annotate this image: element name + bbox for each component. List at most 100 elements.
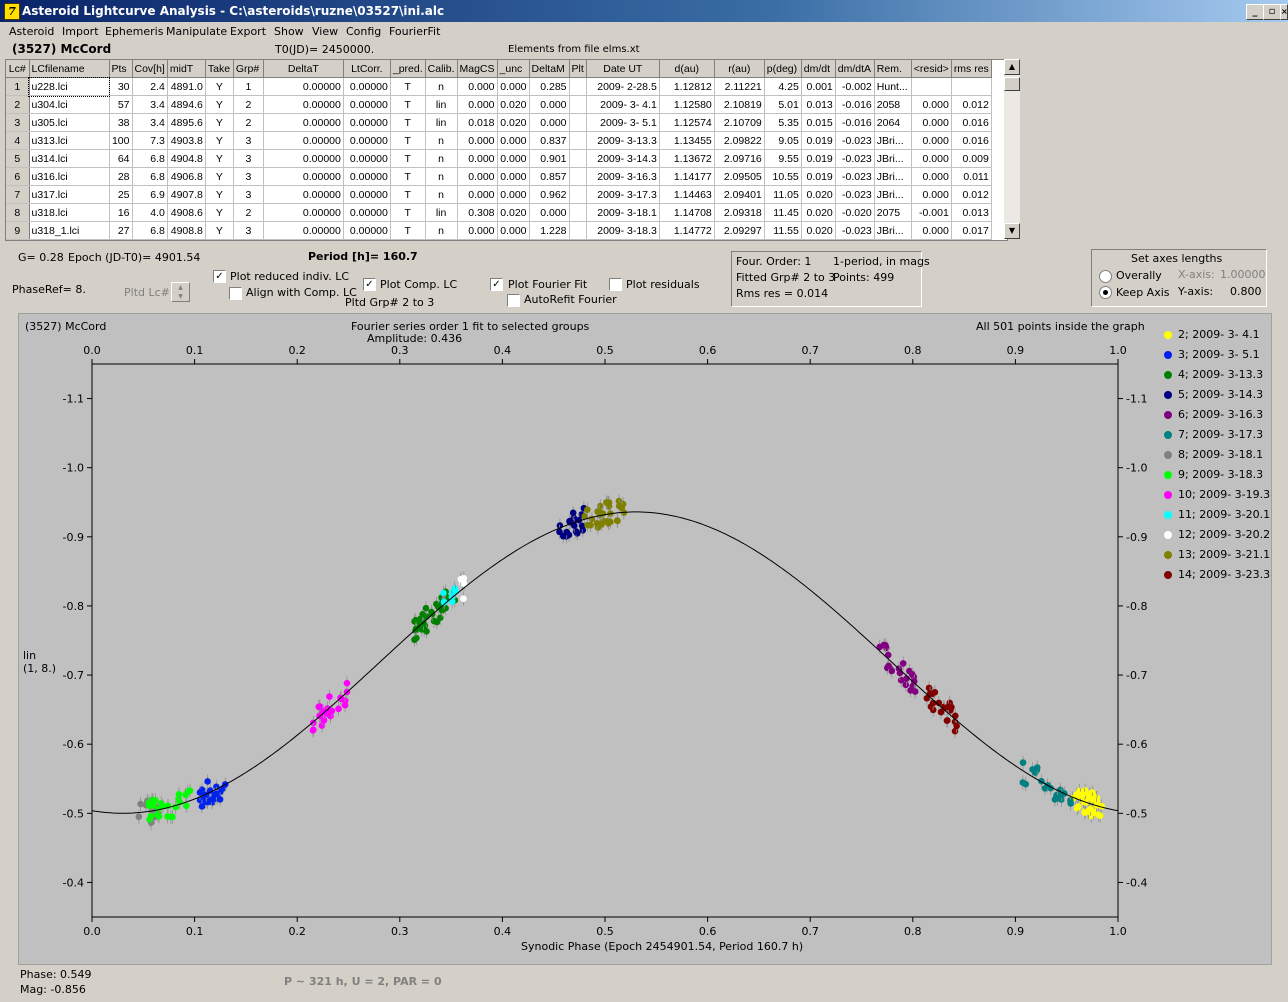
table-cell[interactable]: 0.020 [497,113,530,132]
table-cell[interactable]: 11.05 [764,185,802,204]
table-cell[interactable]: 0.001 [801,77,836,96]
table-cell[interactable]: Y [205,185,234,204]
table-cell[interactable]: u317.lci [29,185,110,204]
table-cell[interactable]: 0.000 [529,113,570,132]
table-cell[interactable]: 0.000 [457,149,498,168]
table-cell[interactable]: 2075 [874,203,912,222]
overally-radio[interactable] [1099,270,1112,283]
table-cell[interactable] [569,185,587,204]
menu-manipulate[interactable]: Manipulate [166,25,228,38]
table-cell[interactable]: 2.09822 [714,131,765,150]
table-cell[interactable]: Y [205,221,234,240]
table-cell[interactable]: 2 [233,113,264,132]
table-cell[interactable]: 0.000 [497,77,530,96]
column-header[interactable]: rms res [951,60,992,78]
scroll-thumb[interactable] [1004,77,1020,91]
table-cell[interactable]: 0.000 [911,131,952,150]
table-cell[interactable]: 2009- 3-14.3 [586,149,660,168]
table-cell[interactable]: 6.8 [132,167,168,186]
table-cell[interactable]: 4908.8 [167,221,206,240]
table-cell[interactable]: JBri... [874,185,912,204]
row-header[interactable]: 6 [6,167,30,186]
table-cell[interactable]: 3 [233,131,264,150]
table-cell[interactable]: 0.00000 [263,113,344,132]
table-cell[interactable]: 4904.8 [167,149,206,168]
table-cell[interactable]: 0.013 [801,95,836,114]
table-cell[interactable]: 4906.8 [167,167,206,186]
scroll-up-icon[interactable]: ▲ [1004,59,1020,75]
table-cell[interactable]: 0.901 [529,149,570,168]
row-header[interactable]: 9 [6,221,30,240]
table-cell[interactable]: 0.011 [951,167,992,186]
table-cell[interactable]: 2.10819 [714,95,765,114]
table-cell[interactable]: T [390,95,426,114]
table-cell[interactable]: 6.8 [132,149,168,168]
menu-asteroid[interactable]: Asteroid [9,25,55,38]
table-cell[interactable]: T [390,185,426,204]
table-cell[interactable]: 2064 [874,113,912,132]
table-cell[interactable]: 0.285 [529,77,570,96]
table-cell[interactable]: -0.001 [911,203,952,222]
table-cell[interactable]: 1.14177 [659,167,715,186]
table-cell[interactable]: 4907.8 [167,185,206,204]
table-cell[interactable]: T [390,113,426,132]
table-cell[interactable]: 2.09505 [714,167,765,186]
scroll-down-icon[interactable]: ▼ [1004,223,1020,239]
column-header[interactable]: Calib. [425,60,458,78]
column-header[interactable]: Pts [109,60,133,78]
table-cell[interactable]: 4894.6 [167,95,206,114]
table-cell[interactable]: 5.35 [764,113,802,132]
table-cell[interactable]: 1.12574 [659,113,715,132]
table-cell[interactable]: n [425,149,458,168]
plot-fourier-checkbox[interactable]: ✓ [490,278,503,291]
table-cell[interactable]: 0.00000 [343,77,391,96]
table-cell[interactable]: T [390,167,426,186]
plot-comp-checkbox[interactable]: ✓ [363,278,376,291]
table-cell[interactable]: 3.4 [132,113,168,132]
align-comp-checkbox[interactable] [229,287,242,300]
table-cell[interactable]: Y [205,77,234,96]
table-cell[interactable]: Y [205,149,234,168]
table-cell[interactable]: 2 [233,203,264,222]
table-cell[interactable]: 0.00000 [343,203,391,222]
table-cell[interactable]: 0.00000 [343,131,391,150]
column-header[interactable]: MagCS [457,60,498,78]
table-cell[interactable]: -0.023 [835,221,875,240]
table-cell[interactable]: 2.09318 [714,203,765,222]
table-cell[interactable]: 6.9 [132,185,168,204]
autorefit-checkbox[interactable] [507,294,520,307]
table-cell[interactable]: 0.000 [911,113,952,132]
table-cell[interactable]: 16 [109,203,133,222]
table-cell[interactable]: 1.228 [529,221,570,240]
table-cell[interactable]: 0.016 [951,113,992,132]
table-cell[interactable]: 0.000 [497,167,530,186]
table-cell[interactable]: 0.00000 [343,113,391,132]
table-cell[interactable]: 57 [109,95,133,114]
table-cell[interactable]: 0.018 [457,113,498,132]
table-cell[interactable]: T [390,77,426,96]
table-cell[interactable]: 7.3 [132,131,168,150]
table-cell[interactable]: 0.000 [457,167,498,186]
table-cell[interactable]: JBri... [874,131,912,150]
close-button[interactable]: × [1280,4,1288,20]
column-header[interactable]: Plt [569,60,587,78]
table-cell[interactable]: 38 [109,113,133,132]
column-header[interactable]: midT [167,60,206,78]
row-header[interactable]: 4 [6,131,30,150]
table-cell[interactable]: Hunt... [874,77,912,96]
table-cell[interactable]: 0.000 [911,185,952,204]
table-cell[interactable]: Y [205,131,234,150]
table-cell[interactable]: 0.00000 [343,149,391,168]
table-cell[interactable]: 25 [109,185,133,204]
table-cell[interactable]: 2.09716 [714,149,765,168]
table-cell[interactable]: lin [425,113,458,132]
table-cell[interactable]: 4.25 [764,77,802,96]
column-header[interactable]: r(au) [714,60,765,78]
table-cell[interactable]: T [390,149,426,168]
table-cell[interactable]: 0.000 [497,221,530,240]
pltd-lc-spinner[interactable]: ▲ ▼ [171,282,190,302]
column-header[interactable]: Lc# [6,60,30,78]
